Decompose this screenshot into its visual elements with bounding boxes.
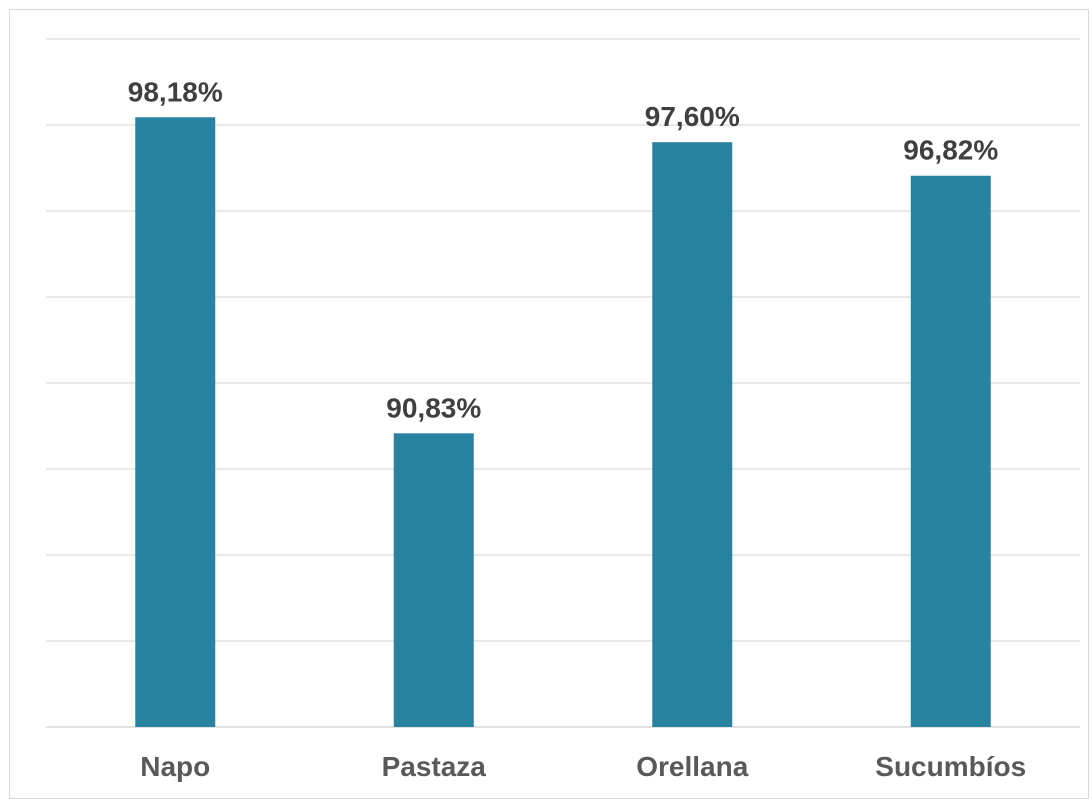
data-label-napo: 98,18% [128,76,223,107]
data-label-orellana: 97,60% [645,101,740,132]
data-labels: 98,18% 90,83% 97,60% 96,82% [128,76,999,423]
category-label-sucumbíos: Sucumbíos [875,751,1026,782]
bar-napo [135,117,216,727]
bars [135,117,991,728]
data-label-sucumbíos: 96,82% [903,135,998,166]
data-label-pastaza: 90,83% [386,392,481,423]
category-label-pastaza: Pastaza [382,751,487,782]
category-label-orellana: Orellana [636,751,748,782]
bar-sucumbíos [910,175,991,728]
category-label-napo: Napo [140,751,210,782]
bar-orellana [652,142,733,727]
bar-pastaza [393,433,474,727]
gridlines [46,38,1080,728]
category-labels: Napo Pastaza Orellana Sucumbíos [140,751,1026,782]
